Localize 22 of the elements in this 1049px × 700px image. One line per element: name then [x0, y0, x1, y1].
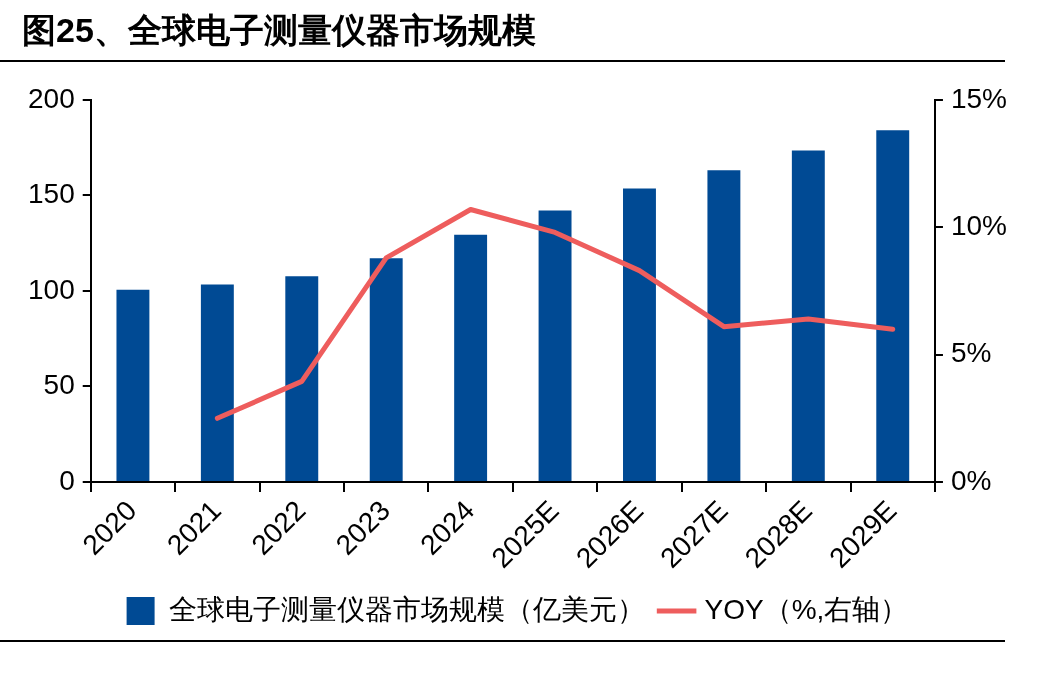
legend-label: 全球电子测量仪器市场规模（亿美元） — [168, 593, 645, 625]
chart-title: 图25、全球电子测量仪器市场规模 — [22, 10, 536, 51]
bar — [200, 284, 234, 481]
bar — [369, 258, 403, 481]
y-tick-label: 100 — [28, 273, 75, 305]
bar — [116, 289, 150, 481]
legend-label: YOY（%,右轴） — [704, 593, 909, 625]
y2-tick-label: 10% — [950, 210, 1008, 242]
y2-tick-label: 0% — [950, 464, 992, 496]
bar — [876, 130, 910, 481]
bar — [707, 170, 741, 481]
bar — [538, 210, 572, 481]
bar — [791, 150, 825, 481]
y2-tick-label: 15% — [950, 82, 1008, 114]
bar — [285, 276, 319, 481]
y-tick-label: 200 — [28, 82, 75, 114]
y-tick-label: 150 — [28, 178, 75, 210]
y-tick-label: 50 — [43, 369, 75, 401]
y-tick-label: 0 — [59, 464, 75, 496]
bar — [454, 234, 488, 481]
bar — [623, 188, 656, 481]
y2-tick-label: 5% — [950, 337, 992, 369]
